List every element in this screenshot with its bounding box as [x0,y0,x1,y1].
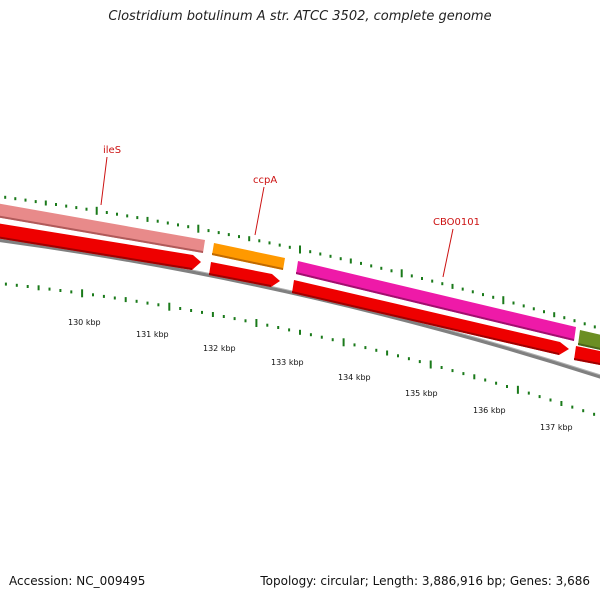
ileS-leader-line [100,156,108,206]
kbp-label: 134 kbp [338,373,371,382]
gene-label-ccpA: ccpA [253,175,277,186]
reverse-gene-4-shadow [574,358,600,366]
ccpA-leader-line [254,186,265,236]
inner-tick-marks [4,282,596,416]
kbp-label: 136 kbp [473,406,506,415]
kbp-label: 137 kbp [540,423,573,432]
gene-CBO0101[interactable] [296,261,576,341]
reverse-gene-3-shadow [292,291,559,355]
kbp-label: 135 kbp [405,389,438,398]
kbp-label: 130 kbp [68,318,101,327]
gene-ileS-shadow [0,215,203,253]
gene-CBO0101-shadow [296,272,574,341]
kbp-label: 133 kbp [271,358,304,367]
kbp-label: 132 kbp [203,344,236,353]
gene-label-ileS: ileS [103,145,121,156]
gene-label-CBO0101: CBO0101 [433,217,480,228]
CBO0101-leader-line [442,228,454,278]
reverse-gene-2-shadow [209,273,271,287]
gene-next-shadow [578,343,600,350]
reverse-gene-3[interactable] [292,280,569,355]
reverse-gene-1[interactable] [0,222,201,270]
topology-text: Topology: circular; Length: 3,886,916 bp… [260,574,590,588]
kbp-label: 131 kbp [136,330,169,339]
gene-ccpA-shadow [212,253,283,270]
reverse-gene-2[interactable] [209,262,280,287]
genome-backbone-highlight [0,237,600,376]
reverse-gene-1-shadow [0,236,192,270]
genome-title: Clostridium botulinum A str. ATCC 3502, … [108,9,492,24]
gene-ccpA[interactable] [212,243,285,270]
accession-text: Accession: NC_009495 [9,574,146,588]
gene-ileS[interactable] [0,202,205,253]
outer-tick-marks [4,195,596,329]
